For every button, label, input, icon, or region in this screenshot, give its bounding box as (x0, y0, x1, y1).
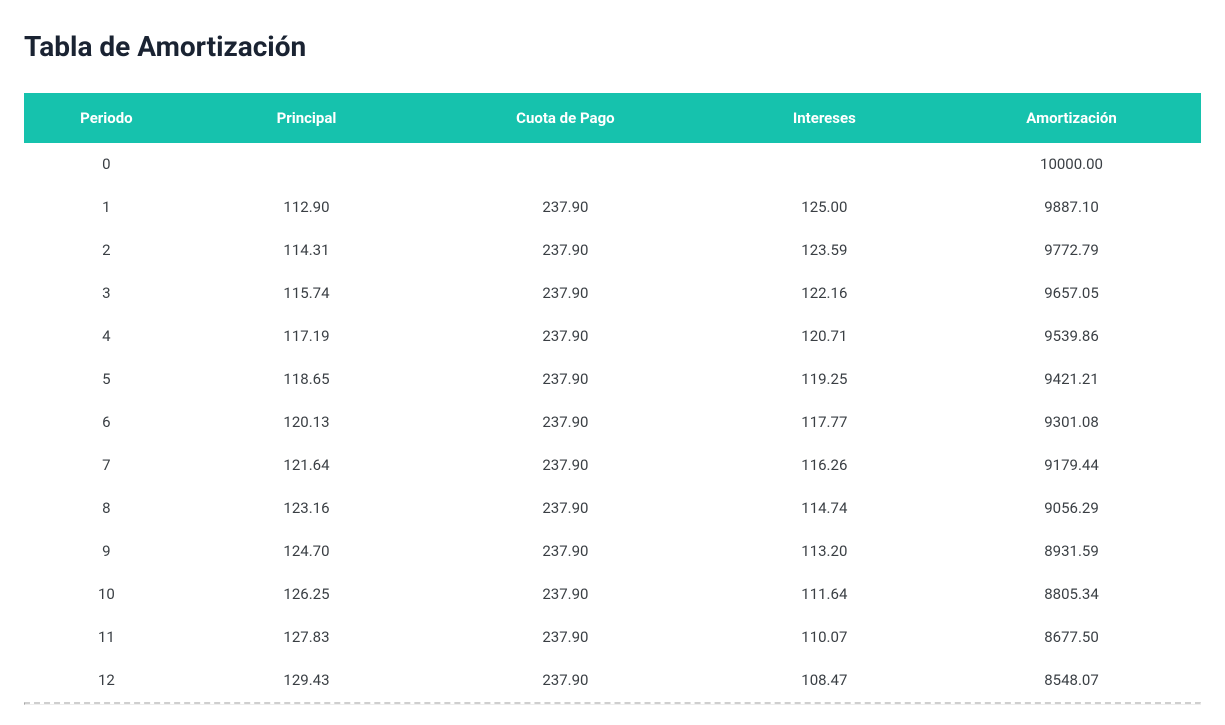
cell-principal: 121.64 (189, 444, 424, 487)
cell-principal: 118.65 (189, 358, 424, 401)
cell-cuota: 237.90 (424, 315, 706, 358)
cell-amortizacion: 9179.44 (942, 444, 1201, 487)
section-separator (24, 702, 1201, 705)
table-row: 5 118.65 237.90 119.25 9421.21 (24, 358, 1201, 401)
col-header-intereses: Intereses (707, 93, 942, 143)
cell-intereses: 120.71 (707, 315, 942, 358)
cell-principal: 127.83 (189, 616, 424, 659)
cell-intereses: 111.64 (707, 573, 942, 616)
cell-periodo: 9 (24, 530, 189, 573)
cell-cuota: 237.90 (424, 186, 706, 229)
cell-principal: 112.90 (189, 186, 424, 229)
cell-intereses: 123.59 (707, 229, 942, 272)
cell-cuota: 237.90 (424, 401, 706, 444)
cell-intereses (707, 143, 942, 186)
cell-intereses: 119.25 (707, 358, 942, 401)
table-body: 0 10000.00 1 112.90 237.90 125.00 9887.1… (24, 143, 1201, 702)
col-header-periodo: Periodo (24, 93, 189, 143)
cell-periodo: 10 (24, 573, 189, 616)
cell-periodo: 8 (24, 487, 189, 530)
cell-principal: 124.70 (189, 530, 424, 573)
cell-cuota: 237.90 (424, 358, 706, 401)
cell-amortizacion: 9539.86 (942, 315, 1201, 358)
table-row: 11 127.83 237.90 110.07 8677.50 (24, 616, 1201, 659)
col-header-cuota: Cuota de Pago (424, 93, 706, 143)
cell-intereses: 125.00 (707, 186, 942, 229)
cell-principal: 123.16 (189, 487, 424, 530)
table-row: 7 121.64 237.90 116.26 9179.44 (24, 444, 1201, 487)
cell-cuota: 237.90 (424, 487, 706, 530)
table-row: 3 115.74 237.90 122.16 9657.05 (24, 272, 1201, 315)
cell-principal: 129.43 (189, 659, 424, 702)
table-row: 9 124.70 237.90 113.20 8931.59 (24, 530, 1201, 573)
cell-periodo: 4 (24, 315, 189, 358)
cell-intereses: 110.07 (707, 616, 942, 659)
table-row: 6 120.13 237.90 117.77 9301.08 (24, 401, 1201, 444)
cell-periodo: 7 (24, 444, 189, 487)
cell-periodo: 3 (24, 272, 189, 315)
table-row: 2 114.31 237.90 123.59 9772.79 (24, 229, 1201, 272)
cell-periodo: 2 (24, 229, 189, 272)
cell-intereses: 108.47 (707, 659, 942, 702)
cell-cuota: 237.90 (424, 272, 706, 315)
cell-principal: 120.13 (189, 401, 424, 444)
cell-intereses: 116.26 (707, 444, 942, 487)
table-row: 8 123.16 237.90 114.74 9056.29 (24, 487, 1201, 530)
cell-periodo: 1 (24, 186, 189, 229)
cell-cuota: 237.90 (424, 444, 706, 487)
cell-amortizacion: 8548.07 (942, 659, 1201, 702)
cell-cuota: 237.90 (424, 530, 706, 573)
table-row: 12 129.43 237.90 108.47 8548.07 (24, 659, 1201, 702)
cell-amortizacion: 9301.08 (942, 401, 1201, 444)
table-row: 4 117.19 237.90 120.71 9539.86 (24, 315, 1201, 358)
cell-principal (189, 143, 424, 186)
cell-principal: 114.31 (189, 229, 424, 272)
cell-intereses: 117.77 (707, 401, 942, 444)
cell-intereses: 114.74 (707, 487, 942, 530)
table-row: 1 112.90 237.90 125.00 9887.10 (24, 186, 1201, 229)
cell-intereses: 122.16 (707, 272, 942, 315)
cell-principal: 117.19 (189, 315, 424, 358)
cell-amortizacion: 9887.10 (942, 186, 1201, 229)
cell-amortizacion: 10000.00 (942, 143, 1201, 186)
cell-principal: 115.74 (189, 272, 424, 315)
table-header-row: Periodo Principal Cuota de Pago Interese… (24, 93, 1201, 143)
cell-cuota: 237.90 (424, 573, 706, 616)
cell-principal: 126.25 (189, 573, 424, 616)
cell-periodo: 6 (24, 401, 189, 444)
cell-cuota: 237.90 (424, 659, 706, 702)
cell-amortizacion: 9772.79 (942, 229, 1201, 272)
page-title: Tabla de Amortización (24, 30, 1201, 63)
cell-amortizacion: 8677.50 (942, 616, 1201, 659)
col-header-amortizacion: Amortización (942, 93, 1201, 143)
amortization-table: Periodo Principal Cuota de Pago Interese… (24, 93, 1201, 702)
cell-amortizacion: 9421.21 (942, 358, 1201, 401)
cell-amortizacion: 9056.29 (942, 487, 1201, 530)
cell-cuota: 237.90 (424, 229, 706, 272)
cell-periodo: 12 (24, 659, 189, 702)
cell-periodo: 0 (24, 143, 189, 186)
table-row: 0 10000.00 (24, 143, 1201, 186)
cell-periodo: 11 (24, 616, 189, 659)
col-header-principal: Principal (189, 93, 424, 143)
cell-periodo: 5 (24, 358, 189, 401)
cell-amortizacion: 9657.05 (942, 272, 1201, 315)
cell-intereses: 113.20 (707, 530, 942, 573)
table-row: 10 126.25 237.90 111.64 8805.34 (24, 573, 1201, 616)
cell-cuota: 237.90 (424, 616, 706, 659)
cell-amortizacion: 8805.34 (942, 573, 1201, 616)
cell-amortizacion: 8931.59 (942, 530, 1201, 573)
cell-cuota (424, 143, 706, 186)
